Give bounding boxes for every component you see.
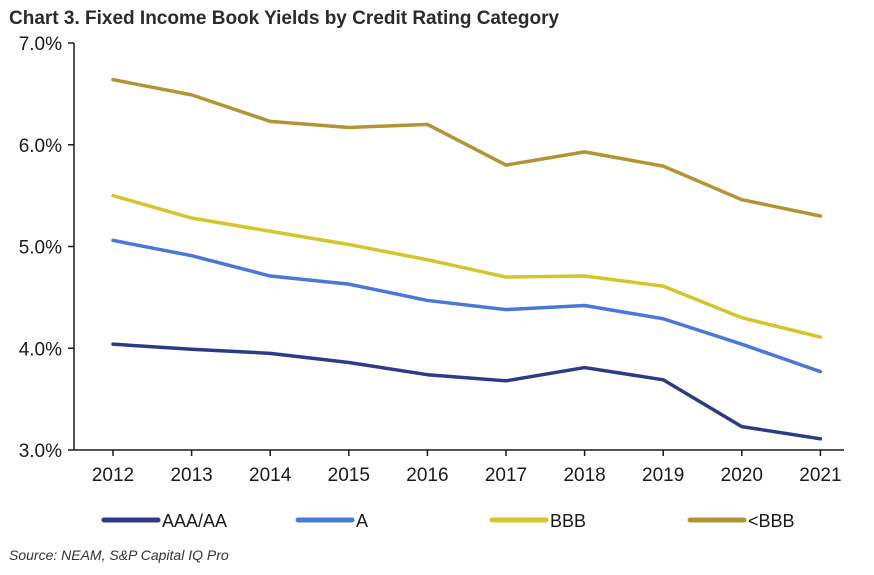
y-tick-label: 4.0% [19, 339, 62, 360]
y-tick-label: 5.0% [19, 238, 62, 259]
x-tick-label: 2015 [328, 465, 370, 486]
x-tick-label: 2021 [799, 465, 841, 486]
chart-title: Chart 3. Fixed Income Book Yields by Cre… [9, 8, 560, 29]
y-tick-label: 6.0% [19, 136, 62, 157]
series-line-bbb [111, 77, 823, 218]
x-tick-label: 2019 [642, 465, 684, 486]
x-tick-label: 2013 [170, 465, 212, 486]
x-tick-label: 2020 [721, 465, 763, 486]
legend-label: BBB [550, 511, 586, 531]
legend-label: <BBB [748, 511, 795, 531]
x-tick-labels: 2012 2013 2014 2015 2016 2017 2018 2019 2020 2021 [92, 450, 842, 486]
series-lines [111, 77, 823, 441]
x-tick-label: 2014 [249, 465, 292, 486]
y-tick-label: 7.0% [19, 34, 62, 55]
x-tick-label: 2016 [406, 465, 448, 486]
axes [73, 43, 844, 451]
series-line-bbb [111, 193, 823, 339]
series-line-a [111, 238, 823, 374]
y-tick-labels: 3.0% 4.0% 5.0% 6.0% 7.0% [19, 34, 74, 462]
source-note: Source: NEAM, S&P Capital IQ Pro [9, 547, 229, 563]
x-tick-label: 2017 [485, 465, 527, 486]
y-tick-label: 3.0% [19, 441, 62, 462]
legend-label: AAA/AA [162, 511, 227, 531]
legend-label: A [356, 511, 368, 531]
legend: AAA/AA A BBB <BBB [101, 511, 795, 531]
series-line-aaa-aa [111, 342, 823, 441]
x-tick-label: 2018 [563, 465, 605, 486]
x-tick-label: 2012 [92, 465, 134, 486]
